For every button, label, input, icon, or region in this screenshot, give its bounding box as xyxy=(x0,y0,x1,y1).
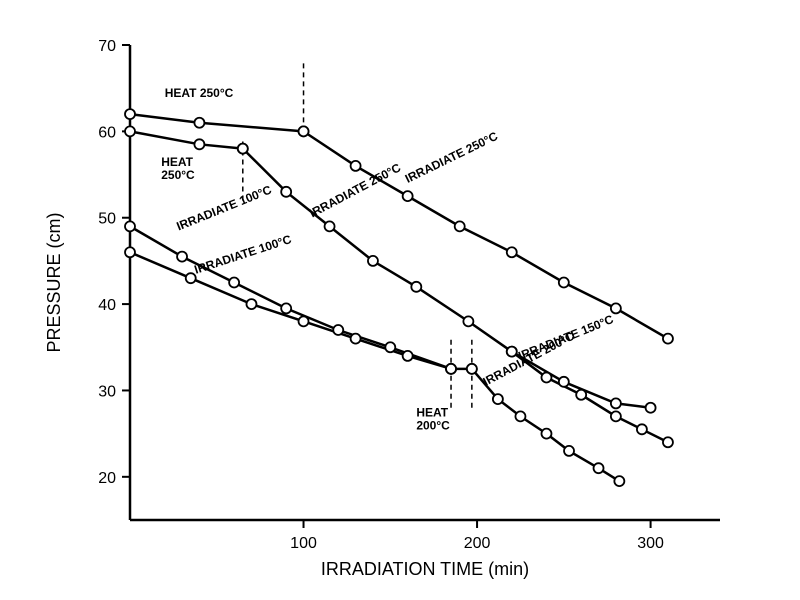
marker-irradiate150 xyxy=(663,437,673,447)
marker-irradiate100-bottom xyxy=(125,247,135,257)
y-tick-label: 60 xyxy=(98,124,116,141)
marker-irradiate250-top xyxy=(403,191,413,201)
series-label-heat250-second: HEAT250°C xyxy=(161,155,195,182)
marker-irradiate150 xyxy=(576,390,586,400)
marker-irradiate100-bottom xyxy=(299,316,309,326)
marker-irradiate150 xyxy=(507,347,517,357)
marker-irradiate250-top xyxy=(663,334,673,344)
y-tick-label: 40 xyxy=(98,297,116,314)
marker-irradiate100-top xyxy=(229,278,239,288)
series-label-heat250-top: HEAT 250°C xyxy=(165,86,234,100)
marker-irradiate250-top xyxy=(507,247,517,257)
marker-irradiate200 xyxy=(467,364,477,374)
y-tick-label: 50 xyxy=(98,211,116,228)
marker-irradiate100-bottom xyxy=(246,299,256,309)
marker-irradiate100-top xyxy=(177,252,187,262)
marker-irradiate200 xyxy=(594,463,604,473)
marker-irradiate250-second xyxy=(463,316,473,326)
marker-irradiate250-top xyxy=(455,221,465,231)
marker-irradiate100-bottom xyxy=(403,351,413,361)
marker-heat250-top xyxy=(194,118,204,128)
x-axis-label: IRRADIATION TIME (min) xyxy=(321,559,529,579)
y-tick-label: 30 xyxy=(98,383,116,400)
marker-irradiate200 xyxy=(515,411,525,421)
marker-irradiate200 xyxy=(493,394,503,404)
marker-irradiate200 xyxy=(564,446,574,456)
marker-heat250-second xyxy=(194,139,204,149)
marker-irradiate100-bottom xyxy=(186,273,196,283)
marker-irradiate150 xyxy=(611,411,621,421)
marker-heat200 xyxy=(446,364,456,374)
marker-irradiate100-top xyxy=(333,325,343,335)
marker-irradiate200 xyxy=(541,429,551,439)
x-tick-label: 300 xyxy=(637,535,664,552)
marker-irradiate150 xyxy=(637,424,647,434)
marker-irradiate250-second xyxy=(368,256,378,266)
marker-heat250-second xyxy=(125,126,135,136)
marker-irradiate100-top xyxy=(385,342,395,352)
marker-irradiate250-top xyxy=(299,126,309,136)
marker-irradiate250-top xyxy=(351,161,361,171)
marker-irradiate250-second xyxy=(611,398,621,408)
marker-irradiate100-top xyxy=(281,303,291,313)
marker-irradiate250-second xyxy=(281,187,291,197)
y-axis-label: PRESSURE (cm) xyxy=(44,212,64,352)
marker-irradiate250-second xyxy=(646,403,656,413)
marker-irradiate100-top xyxy=(125,221,135,231)
series-label-heat200: HEAT200°C xyxy=(416,405,450,432)
marker-heat250-top xyxy=(125,109,135,119)
chart-background xyxy=(0,0,800,600)
marker-irradiate250-top xyxy=(559,278,569,288)
marker-irradiate200 xyxy=(614,476,624,486)
marker-irradiate250-second xyxy=(325,221,335,231)
y-tick-label: 20 xyxy=(98,470,116,487)
x-tick-label: 100 xyxy=(290,535,317,552)
y-tick-label: 70 xyxy=(98,38,116,55)
marker-irradiate250-second xyxy=(559,377,569,387)
marker-irradiate250-top xyxy=(611,303,621,313)
marker-irradiate100-bottom xyxy=(351,334,361,344)
marker-irradiate250-second xyxy=(411,282,421,292)
marker-irradiate250-second xyxy=(238,144,248,154)
marker-irradiate150 xyxy=(541,373,551,383)
pressure-vs-time-chart: 100 200 300 20 30 40 50 60 70 HEAT 250°C IRRADIAT… xyxy=(0,0,800,600)
x-tick-label: 200 xyxy=(464,535,491,552)
